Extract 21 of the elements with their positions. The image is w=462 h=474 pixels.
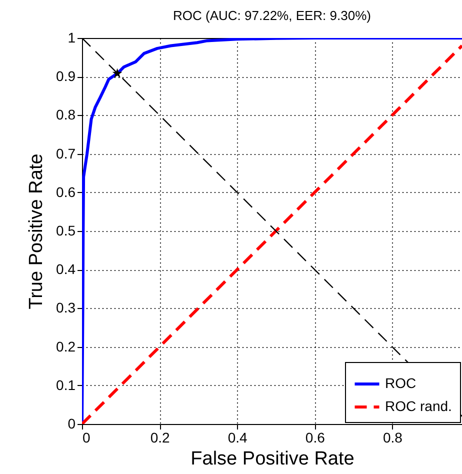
x-tick-label: 0.4 — [228, 430, 248, 446]
y-tick-label: 0.3 — [56, 300, 76, 316]
y-tick-label: 0.2 — [56, 338, 76, 354]
y-tick-label: 0.1 — [56, 376, 76, 393]
x-tick-label: 0.2 — [150, 430, 170, 446]
x-tick-label: 0.8 — [382, 430, 403, 446]
y-tick-label: 0.9 — [56, 68, 76, 84]
x-tick-label: 0 — [82, 430, 90, 446]
y-tick-label: 1 — [68, 30, 76, 46]
x-axis-title: False Positive Rate — [190, 448, 354, 470]
y-tick-label: 0.5 — [56, 222, 76, 238]
y-axis-title: True Positive Rate — [26, 154, 48, 310]
y-tick-label: 0 — [68, 416, 76, 432]
chart-title: ROC (AUC: 97.22%, EER: 9.30%) — [173, 8, 371, 23]
x-tick-label: 0.6 — [305, 430, 326, 446]
y-tick-label: 0.4 — [56, 261, 76, 278]
y-tick-label: 0.8 — [56, 106, 76, 123]
y-tick-label: 0.7 — [56, 145, 76, 162]
legend-label: ROC rand. — [385, 398, 452, 414]
legend-label: ROC — [385, 375, 416, 391]
y-tick-label: 0.6 — [56, 184, 76, 200]
